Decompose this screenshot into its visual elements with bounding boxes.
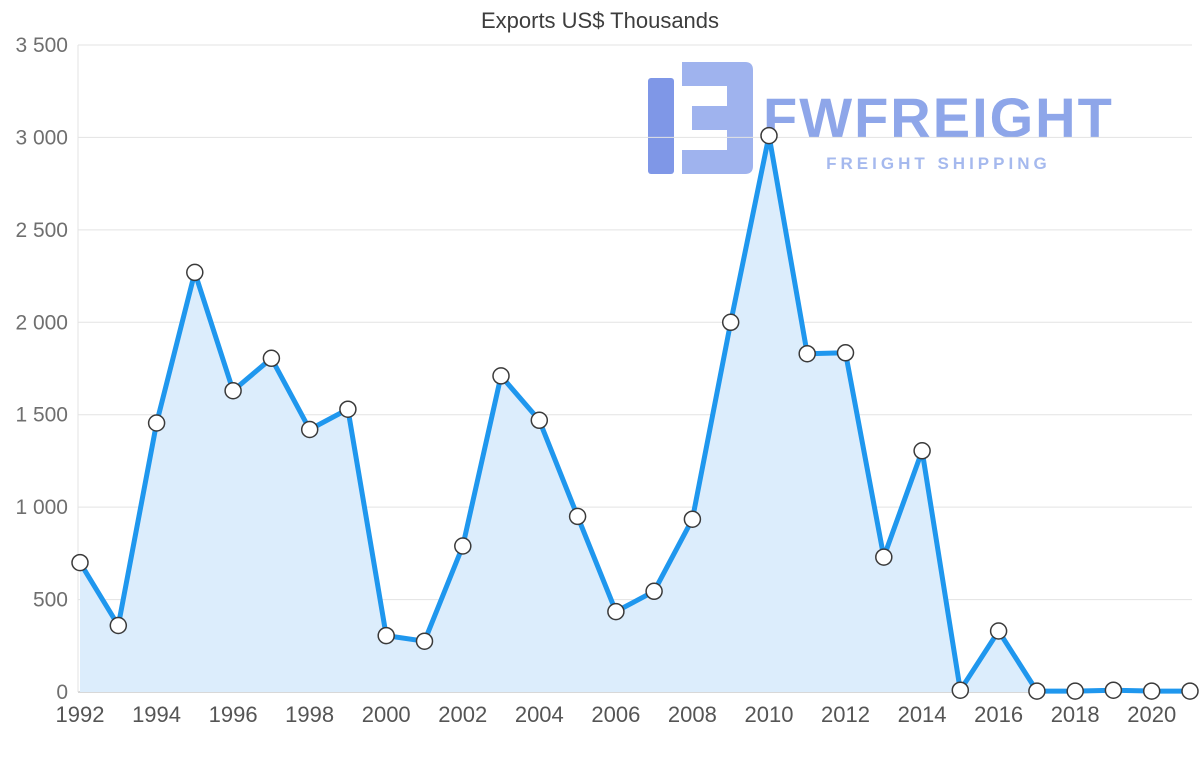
data-point[interactable] — [109, 616, 128, 635]
watermark-text: FWFREIGHT FREIGHT SHIPPING — [763, 90, 1114, 174]
x-tick-label: 1998 — [285, 702, 334, 727]
y-tick-label: 2 500 — [15, 219, 68, 242]
data-point[interactable] — [530, 411, 549, 430]
x-tick-label: 2016 — [974, 702, 1023, 727]
data-point[interactable] — [683, 510, 702, 528]
data-point[interactable] — [147, 414, 166, 432]
area-fill — [80, 135, 1190, 693]
logo-glyph — [682, 62, 753, 174]
data-point[interactable] — [875, 548, 893, 566]
data-point[interactable] — [339, 400, 357, 418]
chart-title: Exports US$ Thousands — [480, 8, 720, 33]
data-point[interactable] — [454, 537, 472, 555]
x-tick-label: 2004 — [515, 702, 564, 727]
data-point[interactable] — [224, 381, 242, 400]
x-tick-label: 2000 — [362, 702, 411, 727]
logo-accent-bar — [648, 78, 674, 174]
data-point[interactable] — [721, 313, 740, 332]
data-point[interactable] — [798, 344, 816, 363]
data-point[interactable] — [1181, 682, 1199, 700]
data-point[interactable] — [1104, 681, 1123, 699]
data-point[interactable] — [1066, 682, 1084, 700]
x-tick-label: 1992 — [56, 702, 105, 727]
watermark: FWFREIGHT FREIGHT SHIPPING — [648, 62, 1114, 174]
data-point[interactable] — [760, 126, 778, 145]
data-point[interactable] — [300, 420, 319, 439]
y-tick-label: 1 500 — [15, 404, 68, 427]
data-point[interactable] — [951, 681, 970, 699]
x-tick-label: 2020 — [1127, 702, 1176, 727]
data-point[interactable] — [1028, 682, 1046, 700]
x-tick-label: 2012 — [821, 702, 870, 727]
x-tick-label: 2002 — [438, 702, 487, 727]
y-tick-label: 1 000 — [15, 496, 68, 519]
y-tick-label: 3 000 — [15, 126, 68, 149]
data-point[interactable] — [186, 263, 204, 282]
watermark-brand: FWFREIGHT — [763, 86, 1114, 149]
data-point[interactable] — [913, 442, 931, 460]
data-point[interactable] — [607, 602, 625, 621]
x-tick-label: 2010 — [744, 702, 793, 727]
y-tick-label: 0 — [56, 681, 68, 704]
data-point[interactable] — [1142, 682, 1161, 700]
data-point[interactable] — [645, 582, 663, 601]
y-tick-label: 500 — [33, 589, 68, 612]
x-tick-label: 2008 — [668, 702, 717, 727]
x-tick-label: 2018 — [1051, 702, 1100, 727]
y-tick-label: 2 000 — [15, 311, 68, 334]
y-tick-label: 3 500 — [15, 34, 68, 57]
data-point[interactable] — [568, 507, 587, 526]
data-point[interactable] — [71, 553, 89, 572]
data-point[interactable] — [836, 344, 855, 362]
data-point[interactable] — [377, 626, 395, 645]
fwfreight-logo-icon — [648, 62, 753, 174]
x-tick-label: 2014 — [898, 702, 947, 727]
watermark-tagline: FREIGHT SHIPPING — [826, 154, 1051, 173]
data-point[interactable] — [415, 632, 434, 650]
data-point[interactable] — [262, 349, 281, 368]
data-point[interactable] — [492, 367, 510, 385]
data-point[interactable] — [989, 622, 1008, 640]
x-tick-label: 1996 — [209, 702, 258, 727]
x-tick-label: 1994 — [132, 702, 181, 727]
x-tick-label: 2006 — [591, 702, 640, 727]
